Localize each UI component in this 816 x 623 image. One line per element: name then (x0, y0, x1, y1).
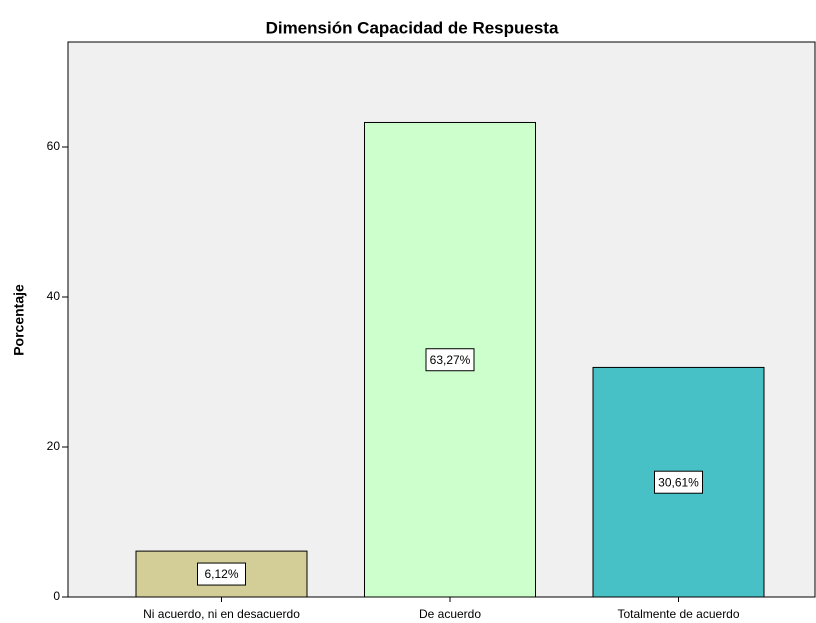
y-tick-label: 40 (47, 289, 61, 303)
y-tick-label: 20 (47, 439, 61, 453)
value-label-box (654, 470, 703, 494)
y-axis-label: Porcentaje (11, 284, 27, 356)
value-label-box (425, 348, 475, 372)
x-tick-label: Totalmente de acuerdo (617, 607, 739, 621)
value-label: 6,12% (204, 567, 238, 581)
value-label-box (197, 562, 246, 586)
chart-title: Dimensión Capacidad de Respuesta (266, 18, 559, 37)
x-tick-label: De acuerdo (419, 607, 481, 621)
y-tick-label: 0 (53, 589, 60, 603)
value-label: 30,61% (658, 475, 699, 489)
y-tick-label: 60 (47, 139, 61, 153)
value-label: 63,27% (430, 353, 471, 367)
x-tick-label: Ni acuerdo, ni en desacuerdo (143, 607, 300, 621)
